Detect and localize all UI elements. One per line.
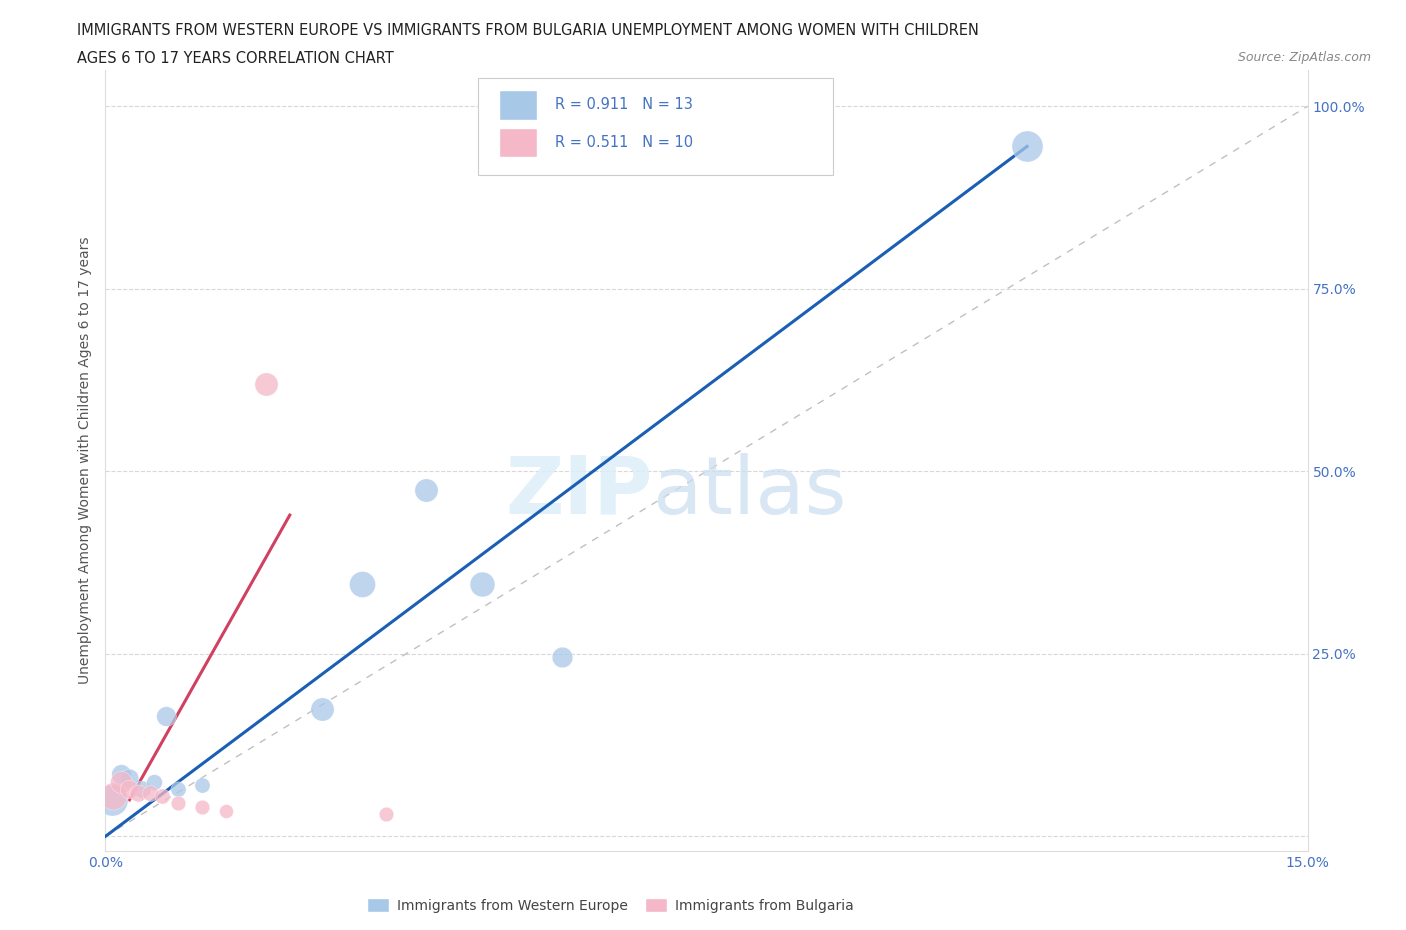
Text: Source: ZipAtlas.com: Source: ZipAtlas.com — [1237, 51, 1371, 64]
Point — [311, 701, 333, 716]
Text: R = 0.511   N = 10: R = 0.511 N = 10 — [555, 135, 693, 150]
Point — [118, 770, 141, 785]
Point — [190, 800, 212, 815]
Point — [471, 577, 494, 591]
Point — [166, 796, 188, 811]
Point — [166, 781, 188, 796]
Point — [190, 777, 212, 792]
Point — [110, 767, 132, 782]
Point — [101, 792, 124, 807]
Point — [254, 377, 277, 392]
Point — [551, 650, 574, 665]
Point — [150, 789, 173, 804]
Text: atlas: atlas — [652, 453, 846, 531]
Point — [110, 774, 132, 789]
Point — [142, 774, 165, 789]
Point — [350, 577, 373, 591]
Point — [214, 804, 236, 818]
Legend: Immigrants from Western Europe, Immigrants from Bulgaria: Immigrants from Western Europe, Immigran… — [361, 892, 859, 918]
Point — [138, 785, 160, 800]
FancyBboxPatch shape — [478, 77, 832, 175]
Point — [118, 781, 141, 796]
Bar — [499, 127, 537, 157]
Point — [374, 807, 398, 822]
Point — [1017, 139, 1039, 153]
Point — [415, 482, 437, 497]
Bar — [499, 90, 537, 120]
Point — [155, 709, 177, 724]
Text: ZIP: ZIP — [505, 453, 652, 531]
Point — [103, 789, 125, 804]
Text: IMMIGRANTS FROM WESTERN EUROPE VS IMMIGRANTS FROM BULGARIA UNEMPLOYMENT AMONG WO: IMMIGRANTS FROM WESTERN EUROPE VS IMMIGR… — [77, 23, 979, 38]
Point — [127, 785, 149, 800]
Text: R = 0.911   N = 13: R = 0.911 N = 13 — [555, 98, 693, 113]
Y-axis label: Unemployment Among Women with Children Ages 6 to 17 years: Unemployment Among Women with Children A… — [79, 236, 93, 684]
Point — [131, 781, 153, 796]
Text: AGES 6 TO 17 YEARS CORRELATION CHART: AGES 6 TO 17 YEARS CORRELATION CHART — [77, 51, 394, 66]
